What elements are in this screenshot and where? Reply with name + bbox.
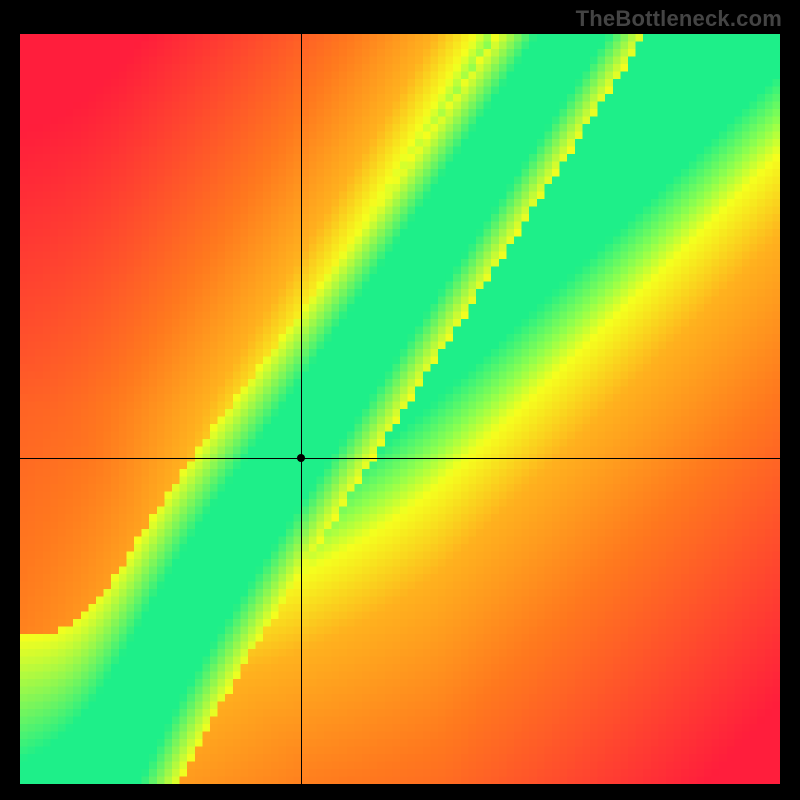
selection-marker[interactable] — [297, 454, 305, 462]
crosshair-vertical — [301, 34, 302, 784]
heatmap-canvas — [20, 34, 780, 784]
heatmap-plot — [20, 34, 780, 784]
crosshair-horizontal — [20, 458, 780, 459]
attribution-text: TheBottleneck.com — [576, 6, 782, 32]
